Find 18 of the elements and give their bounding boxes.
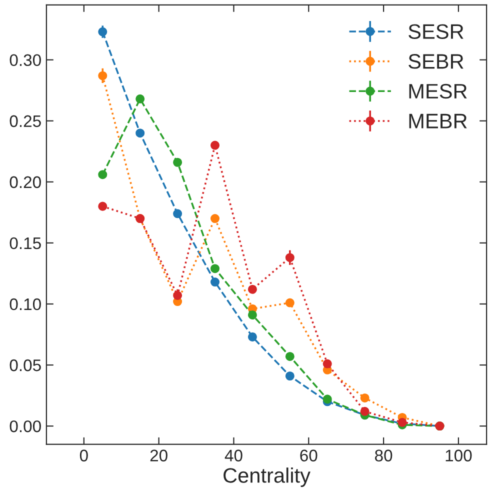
y-tick-label: 0.15 (10, 237, 41, 250)
y-tick-label: 0.05 (10, 359, 41, 372)
legend-label: SEBR (408, 54, 464, 69)
x-axis-title: Centrality (224, 468, 310, 487)
x-tick-label: 60 (300, 450, 318, 462)
x-tick-label: 0 (80, 450, 88, 462)
legend-label: MEBR (409, 114, 467, 128)
y-tick-label: 0.30 (10, 54, 41, 66)
x-tick-label: 40 (224, 450, 242, 462)
y-tick-label: 0.10 (10, 298, 41, 310)
legend-label: SESR (408, 24, 464, 39)
y-tick-label: 0.25 (10, 115, 41, 128)
x-tick-label: 80 (375, 450, 392, 462)
y-tick-label: 0.20 (10, 176, 41, 188)
y-tick-label: 0.00 (10, 420, 41, 432)
x-tick-label: 20 (150, 450, 168, 462)
x-tick-label: 100 (446, 450, 472, 462)
legend-label: MESR (409, 84, 467, 99)
